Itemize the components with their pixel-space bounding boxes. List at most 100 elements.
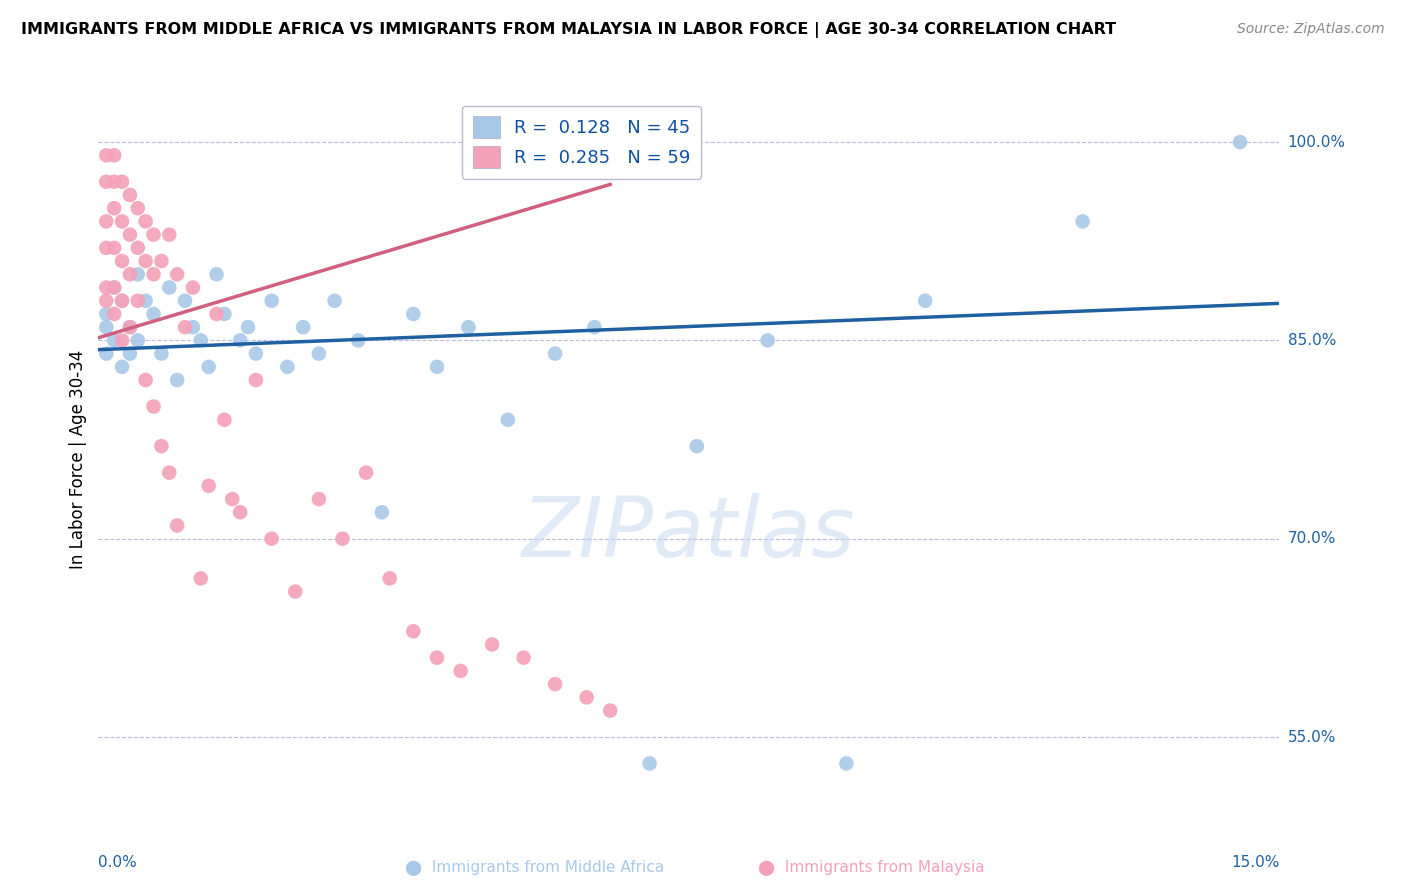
Text: 0.0%: 0.0%: [98, 855, 138, 870]
Point: [174, 293, 197, 308]
Point: [103, 175, 125, 189]
Point: [190, 571, 212, 585]
Point: [166, 518, 188, 533]
Point: [127, 334, 149, 348]
Point: [205, 307, 228, 321]
Point: [150, 346, 173, 360]
Text: ZIPatlas: ZIPatlas: [522, 493, 856, 574]
Point: [426, 359, 449, 374]
Point: [402, 624, 425, 639]
Point: [118, 268, 141, 282]
Point: [426, 650, 449, 665]
Point: [135, 214, 157, 228]
Point: [111, 293, 134, 308]
Point: [284, 584, 307, 599]
Point: [135, 254, 157, 268]
Point: [402, 307, 425, 321]
Point: [127, 241, 149, 255]
Point: [103, 307, 125, 321]
Point: [450, 664, 472, 678]
Point: [575, 690, 598, 705]
Point: [236, 320, 259, 334]
Point: [686, 439, 709, 453]
Point: [174, 320, 197, 334]
Point: [103, 241, 125, 255]
Point: [229, 334, 252, 348]
Point: [166, 268, 188, 282]
Point: [457, 320, 479, 334]
Point: [332, 532, 354, 546]
Text: 55.0%: 55.0%: [1288, 730, 1336, 745]
Point: [111, 214, 134, 228]
Point: [135, 373, 157, 387]
Point: [205, 268, 228, 282]
Point: [221, 491, 243, 506]
Point: [96, 307, 118, 321]
Point: [260, 293, 283, 308]
Point: [512, 650, 534, 665]
Legend: R =  0.128   N = 45, R =  0.285   N = 59: R = 0.128 N = 45, R = 0.285 N = 59: [461, 105, 702, 178]
Point: [583, 320, 606, 334]
Text: ⬤  Immigrants from Malaysia: ⬤ Immigrants from Malaysia: [758, 860, 986, 876]
Point: [371, 505, 394, 519]
Point: [142, 227, 165, 242]
Point: [142, 307, 165, 321]
Point: [1071, 214, 1094, 228]
Point: [111, 359, 134, 374]
Point: [276, 359, 298, 374]
Point: [166, 373, 188, 387]
Text: 15.0%: 15.0%: [1232, 855, 1279, 870]
Point: [103, 148, 125, 162]
Point: [96, 320, 118, 334]
Point: [103, 280, 125, 294]
Point: [914, 293, 936, 308]
Text: Source: ZipAtlas.com: Source: ZipAtlas.com: [1237, 22, 1385, 37]
Point: [103, 280, 125, 294]
Point: [157, 466, 180, 480]
Point: [835, 756, 858, 771]
Point: [599, 704, 621, 718]
Point: [142, 400, 165, 414]
Point: [111, 334, 134, 348]
Point: [118, 227, 141, 242]
Point: [229, 505, 252, 519]
Point: [96, 346, 118, 360]
Point: [214, 413, 236, 427]
Point: [96, 241, 118, 255]
Point: [354, 466, 377, 480]
Text: IMMIGRANTS FROM MIDDLE AFRICA VS IMMIGRANTS FROM MALAYSIA IN LABOR FORCE | AGE 3: IMMIGRANTS FROM MIDDLE AFRICA VS IMMIGRA…: [21, 22, 1116, 38]
Point: [150, 254, 173, 268]
Point: [127, 293, 149, 308]
Point: [96, 148, 118, 162]
Point: [150, 439, 173, 453]
Point: [111, 293, 134, 308]
Point: [135, 293, 157, 308]
Point: [118, 320, 141, 334]
Point: [197, 359, 219, 374]
Point: [190, 334, 212, 348]
Point: [118, 188, 141, 202]
Point: [96, 175, 118, 189]
Point: [323, 293, 346, 308]
Point: [96, 293, 118, 308]
Text: 100.0%: 100.0%: [1288, 135, 1346, 150]
Point: [214, 307, 236, 321]
Point: [197, 479, 219, 493]
Point: [127, 201, 149, 215]
Text: ⬤  Immigrants from Middle Africa: ⬤ Immigrants from Middle Africa: [405, 860, 664, 876]
Point: [118, 346, 141, 360]
Point: [157, 227, 180, 242]
Point: [1229, 135, 1251, 149]
Text: 85.0%: 85.0%: [1288, 333, 1336, 348]
Point: [142, 268, 165, 282]
Point: [111, 175, 134, 189]
Point: [544, 346, 567, 360]
Point: [260, 532, 283, 546]
Point: [308, 346, 330, 360]
Point: [245, 346, 267, 360]
Point: [308, 491, 330, 506]
Point: [481, 637, 503, 651]
Point: [157, 280, 180, 294]
Point: [127, 268, 149, 282]
Point: [544, 677, 567, 691]
